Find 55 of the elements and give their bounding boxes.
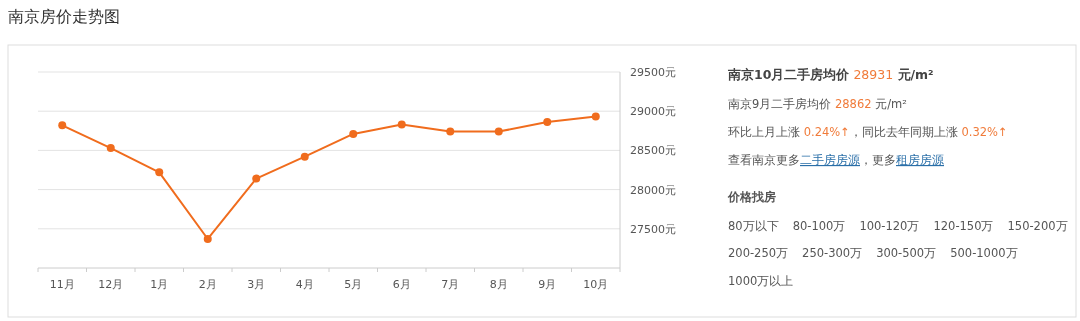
text: 120-150万 bbox=[933, 219, 994, 233]
point bbox=[446, 127, 455, 136]
point bbox=[155, 168, 164, 177]
text: 250-300万 bbox=[802, 246, 863, 260]
text: 查看南京更多 bbox=[728, 153, 800, 167]
x-tick-label: 4月 bbox=[295, 278, 314, 291]
x-tick-label: 11月 bbox=[49, 278, 75, 291]
x-tick-label: 10月 bbox=[583, 278, 609, 291]
point bbox=[203, 234, 212, 243]
text: 80万以下 bbox=[728, 219, 779, 233]
text: 租房房源 bbox=[896, 153, 944, 167]
text: 元/m² bbox=[893, 67, 934, 82]
text: 500-1000万 bbox=[950, 246, 1018, 260]
point bbox=[106, 144, 115, 153]
text: 南京10月二手房均价 bbox=[727, 67, 851, 82]
y-tick-label: 28000元 bbox=[630, 183, 676, 197]
x-tick-label: 9月 bbox=[538, 278, 557, 291]
point bbox=[543, 118, 552, 127]
text: 200-250万 bbox=[728, 246, 789, 260]
text: ，更多 bbox=[860, 153, 896, 167]
point bbox=[349, 129, 358, 138]
point bbox=[252, 174, 261, 183]
text: 0.24%↑ bbox=[800, 125, 850, 139]
text: 南京9月二手房均价 bbox=[728, 97, 832, 111]
text: 1000万以上 bbox=[728, 274, 794, 288]
x-tick-label: 3月 bbox=[247, 278, 266, 291]
text: ，同比去年同期上涨 bbox=[849, 125, 958, 139]
text: 价格找房 bbox=[727, 190, 776, 204]
text: 28862 bbox=[831, 97, 872, 111]
text: 0.32%↑ bbox=[957, 125, 1008, 139]
text: 80-100万 bbox=[792, 219, 846, 233]
y-tick-label: 28500元 bbox=[630, 144, 676, 158]
point bbox=[397, 120, 406, 129]
text: 二手房房源 bbox=[800, 153, 860, 167]
point bbox=[591, 112, 600, 121]
text: 元/m² bbox=[871, 97, 907, 111]
y-tick-label: 29500元 bbox=[630, 66, 676, 79]
text: 28931 bbox=[849, 67, 894, 82]
point bbox=[494, 127, 503, 136]
text: 100-120万 bbox=[859, 219, 920, 233]
y-tick-label: 27500元 bbox=[630, 222, 676, 236]
text: 150-200万 bbox=[1007, 219, 1068, 233]
text: 环比上月上涨 bbox=[728, 125, 800, 139]
point bbox=[300, 152, 309, 161]
x-tick-label: 5月 bbox=[344, 278, 363, 291]
x-tick-label: 2月 bbox=[198, 278, 217, 291]
y-tick-label: 29000元 bbox=[630, 105, 676, 119]
x-tick-label: 6月 bbox=[392, 278, 411, 291]
x-tick-label: 1月 bbox=[150, 278, 169, 291]
chart-title: 南京房价走势图 bbox=[8, 7, 120, 26]
text: 300-500万 bbox=[876, 246, 937, 260]
x-tick-label: 8月 bbox=[489, 278, 508, 291]
x-tick-label: 7月 bbox=[441, 278, 460, 291]
x-tick-label: 12月 bbox=[98, 278, 124, 291]
point bbox=[58, 121, 67, 130]
